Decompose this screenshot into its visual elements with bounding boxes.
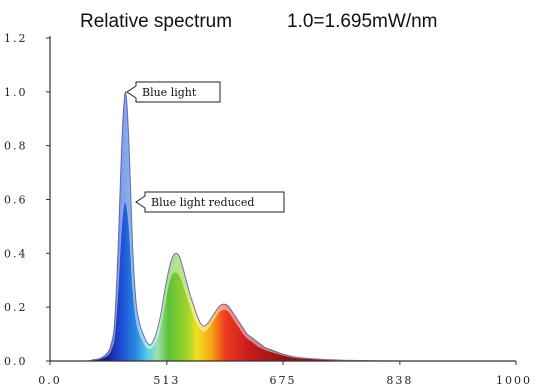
x-tick-label: 1000: [496, 374, 532, 387]
callout-box: [135, 191, 285, 213]
annotations: Blue light Blue light reduced: [126, 81, 285, 213]
x-tick-label: 838: [386, 374, 413, 387]
x-tick-label: 0.0: [38, 374, 62, 387]
x-tick-label: 513: [153, 374, 180, 387]
y-tick-label: 0.6: [4, 194, 28, 207]
y-tick-label: 1.2: [4, 32, 28, 45]
axes: 0.0 0.2 0.4 0.6 0.8 1.0 1.2 0.0 513 675 838 1000: [4, 32, 532, 387]
y-tick-label: 1.0: [4, 86, 28, 99]
callout-label: Blue light reduced: [151, 196, 254, 209]
chart-title: Relative spectrum: [80, 11, 232, 32]
callout: Blue light reduced: [135, 191, 285, 213]
series-blue-light-reduced-line: [50, 201, 430, 362]
callout-box: [126, 81, 221, 103]
chart-subtitle: 1.0=1.695mW/nm: [287, 11, 438, 32]
x-tick-label: 675: [270, 374, 297, 387]
y-tick-label: 0.0: [4, 355, 28, 368]
y-tick-label: 0.8: [4, 140, 28, 153]
y-tick-label: 0.4: [4, 247, 28, 260]
callout-label: Blue light: [142, 86, 197, 99]
series-blue-light-line: [50, 91, 430, 362]
y-tick-label: 0.2: [4, 301, 28, 314]
callout: Blue light: [126, 81, 221, 103]
